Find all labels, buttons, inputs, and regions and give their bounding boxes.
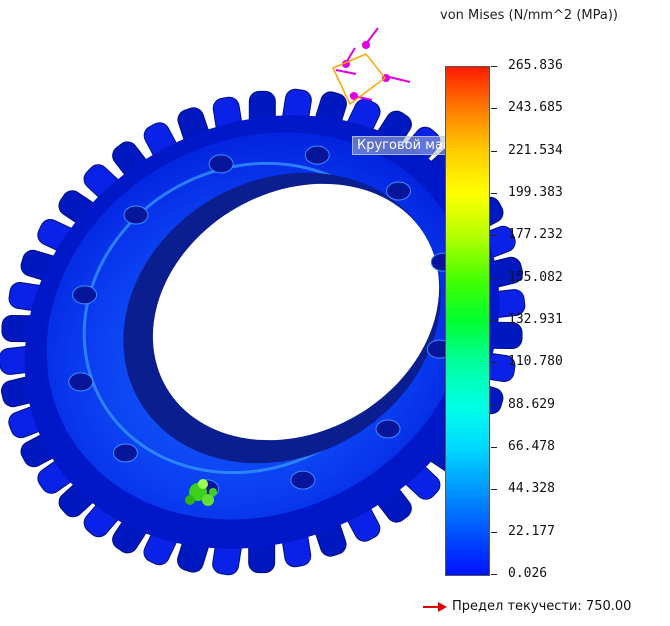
legend-tick (491, 150, 497, 152)
legend-tick-label: 243.685 (508, 100, 563, 116)
legend-tick-label: 66.478 (508, 439, 555, 454)
bolt-hole (304, 145, 330, 165)
legend-tick (491, 489, 497, 491)
bolt-hole (72, 285, 98, 305)
yield-arrow-icon (423, 601, 447, 612)
bolt-hole (208, 154, 234, 174)
legend-tick (491, 362, 497, 364)
yield-strength-label: Предел текучести: 750.00 (422, 599, 631, 614)
bolt-hole (123, 205, 149, 225)
legend-tick-label: 221.534 (508, 142, 563, 158)
legend-tick (491, 66, 497, 67)
legend-tick (491, 193, 497, 194)
legend-tick-label: 199.383 (508, 185, 563, 200)
legend-title: von Mises (N/mm^2 (MPa)) (440, 8, 618, 23)
legend-tick-label: 132.931 (508, 312, 563, 327)
legend-tick-label: 88.629 (508, 396, 555, 412)
stress-hotspot (185, 479, 217, 506)
legend-tick (491, 320, 497, 321)
legend-tick-label: 110.780 (508, 354, 563, 370)
legend-tick (491, 574, 497, 575)
legend-tick (491, 277, 497, 279)
legend-tick (491, 108, 497, 110)
bolt-hole (68, 372, 94, 392)
gear-bore (152, 183, 440, 441)
yield-strength-text: Предел текучести: 750.00 (452, 599, 632, 614)
legend-tick (491, 235, 497, 237)
fixture-markers (331, 27, 411, 106)
legend-tick-label: 44.328 (508, 481, 555, 497)
legend-tick (491, 531, 497, 533)
legend-tick-label: 22.177 (508, 523, 555, 539)
legend-tick-label: 177.232 (508, 227, 563, 243)
legend-tick-label: 155.082 (508, 269, 563, 285)
bolt-hole (386, 181, 412, 201)
legend-tick (491, 447, 497, 448)
legend-tick-label: 265.836 (508, 58, 563, 73)
bolt-hole (290, 470, 316, 490)
legend-color-bar (445, 66, 490, 576)
bolt-hole (112, 443, 138, 463)
legend-tick (491, 404, 497, 406)
bolt-hole (375, 419, 401, 439)
legend-tick-label: 0.026 (508, 566, 548, 581)
